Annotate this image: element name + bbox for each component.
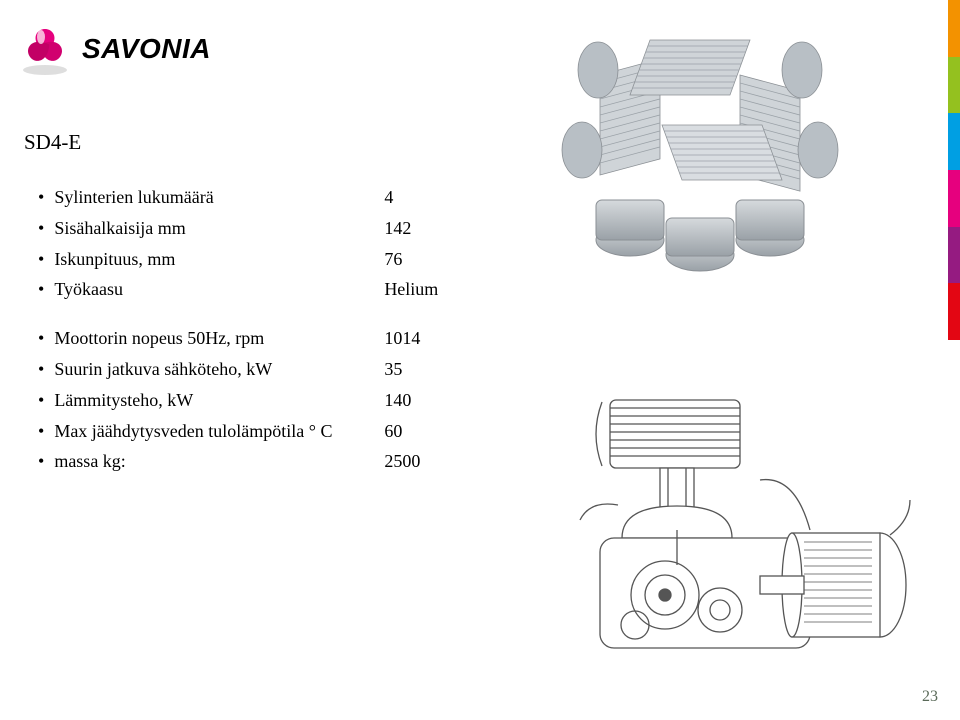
- spec-value: 4: [384, 183, 393, 212]
- color-bar-3: [948, 170, 960, 227]
- spec-value: 140: [384, 386, 411, 415]
- content-block: SD4-E Sylinterien lukumäärä4 Sisähalkais…: [24, 130, 524, 478]
- logo-mark-icon: [18, 22, 72, 76]
- color-bar-4: [948, 227, 960, 284]
- spec-row: Max jäähdytysveden tulolämpötila ° C60: [24, 417, 524, 446]
- spec-label: Sylinterien lukumäärä: [54, 183, 384, 212]
- color-bar-1: [948, 57, 960, 114]
- spec-row: massa kg:2500: [24, 447, 524, 476]
- engine-cutaway-illustration-icon: [560, 380, 920, 670]
- spec-row: Sisähalkaisija mm142: [24, 214, 524, 243]
- spec-label: Työkaasu: [54, 275, 384, 304]
- spec-value: 76: [384, 245, 402, 274]
- spec-label: Suurin jatkuva sähköteho, kW: [54, 355, 384, 384]
- spec-label: Lämmitysteho, kW: [54, 386, 384, 415]
- spec-row: Moottorin nopeus 50Hz, rpm1014: [24, 324, 524, 353]
- spec-value: 142: [384, 214, 411, 243]
- brand-logo: SAVONIA: [18, 22, 211, 76]
- page-number: 23: [922, 688, 938, 706]
- color-bars: [948, 0, 960, 340]
- spec-row: Iskunpituus, mm76: [24, 245, 524, 274]
- spec-row: Lämmitysteho, kW140: [24, 386, 524, 415]
- spec-list: Sylinterien lukumäärä4 Sisähalkaisija mm…: [24, 183, 524, 304]
- spec-row: Suurin jatkuva sähköteho, kW35: [24, 355, 524, 384]
- spec-label: Iskunpituus, mm: [54, 245, 384, 274]
- spec-value: 35: [384, 355, 402, 384]
- color-bar-5: [948, 283, 960, 340]
- color-bar-0: [948, 0, 960, 57]
- spec-row: Sylinterien lukumäärä4: [24, 183, 524, 212]
- page-title: SD4-E: [24, 130, 524, 155]
- spec-value: 2500: [384, 447, 420, 476]
- spec-row: TyökaasuHelium: [24, 275, 524, 304]
- spec-list-2: Moottorin nopeus 50Hz, rpm1014 Suurin ja…: [24, 324, 524, 476]
- spec-value: Helium: [384, 275, 438, 304]
- color-bar-2: [948, 113, 960, 170]
- spec-label: Moottorin nopeus 50Hz, rpm: [54, 324, 384, 353]
- spec-value: 60: [384, 417, 402, 446]
- engine-iso-illustration-icon: [530, 30, 870, 290]
- brand-name: SAVONIA: [82, 33, 211, 65]
- spec-label: Sisähalkaisija mm: [54, 214, 384, 243]
- spec-label: Max jäähdytysveden tulolämpötila ° C: [54, 417, 384, 446]
- spec-label: massa kg:: [54, 447, 384, 476]
- spec-value: 1014: [384, 324, 420, 353]
